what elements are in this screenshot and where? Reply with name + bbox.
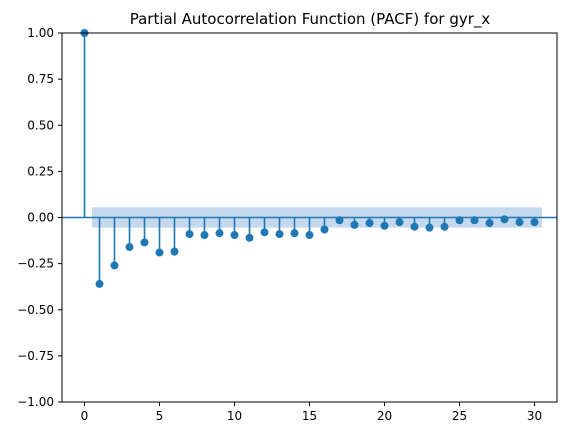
y-tick-label: −1.00 [17,395,54,409]
data-point [245,233,254,242]
data-point [350,220,359,229]
chart-title: Partial Autocorrelation Function (PACF) … [130,10,491,29]
data-point [395,218,404,227]
data-point [305,231,314,240]
x-tick-label: 20 [377,409,392,423]
y-tick-label: −0.50 [17,303,54,317]
data-point [185,230,194,239]
x-tick-label: 10 [227,409,242,423]
data-point [500,215,509,224]
data-point [425,223,434,232]
data-point [95,279,104,288]
data-point [215,229,224,238]
x-tick-label: 5 [156,409,164,423]
data-point [170,247,179,256]
x-tick-label: 30 [527,409,542,423]
data-point [140,238,149,247]
data-point [470,216,479,225]
axes: 0 5 10 15 20 25 30 −1.00 −0.75 −0.50 −0.25 0.00 0.25… [17,26,558,423]
data-point [380,221,389,230]
data-point [335,216,344,225]
y-tick-label: −0.25 [17,257,54,271]
data-point [455,216,464,225]
data-point [320,225,329,234]
data-point [110,261,119,270]
data-point [200,231,209,240]
y-tick-label: 0.75 [27,72,54,86]
data-point [125,243,134,252]
data-point [410,222,419,231]
plot-area [62,29,557,288]
x-tick-label: 0 [81,409,89,423]
x-tick-label: 25 [452,409,467,423]
data-point [515,218,524,227]
data-point [260,228,269,237]
data-point [365,219,374,228]
data-point [485,219,494,228]
y-tick-label: 0.25 [27,164,54,178]
data-point [275,230,284,239]
y-tick-label: 0.00 [27,211,54,225]
y-tick-label: −0.75 [17,349,54,363]
y-tick-label: 1.00 [27,26,54,40]
data-point [230,231,239,240]
data-point [290,229,299,238]
y-tick-label: 0.50 [27,118,54,132]
data-point [155,248,164,257]
data-point [530,218,539,227]
x-tick-label: 15 [302,409,317,423]
data-point [440,222,449,231]
